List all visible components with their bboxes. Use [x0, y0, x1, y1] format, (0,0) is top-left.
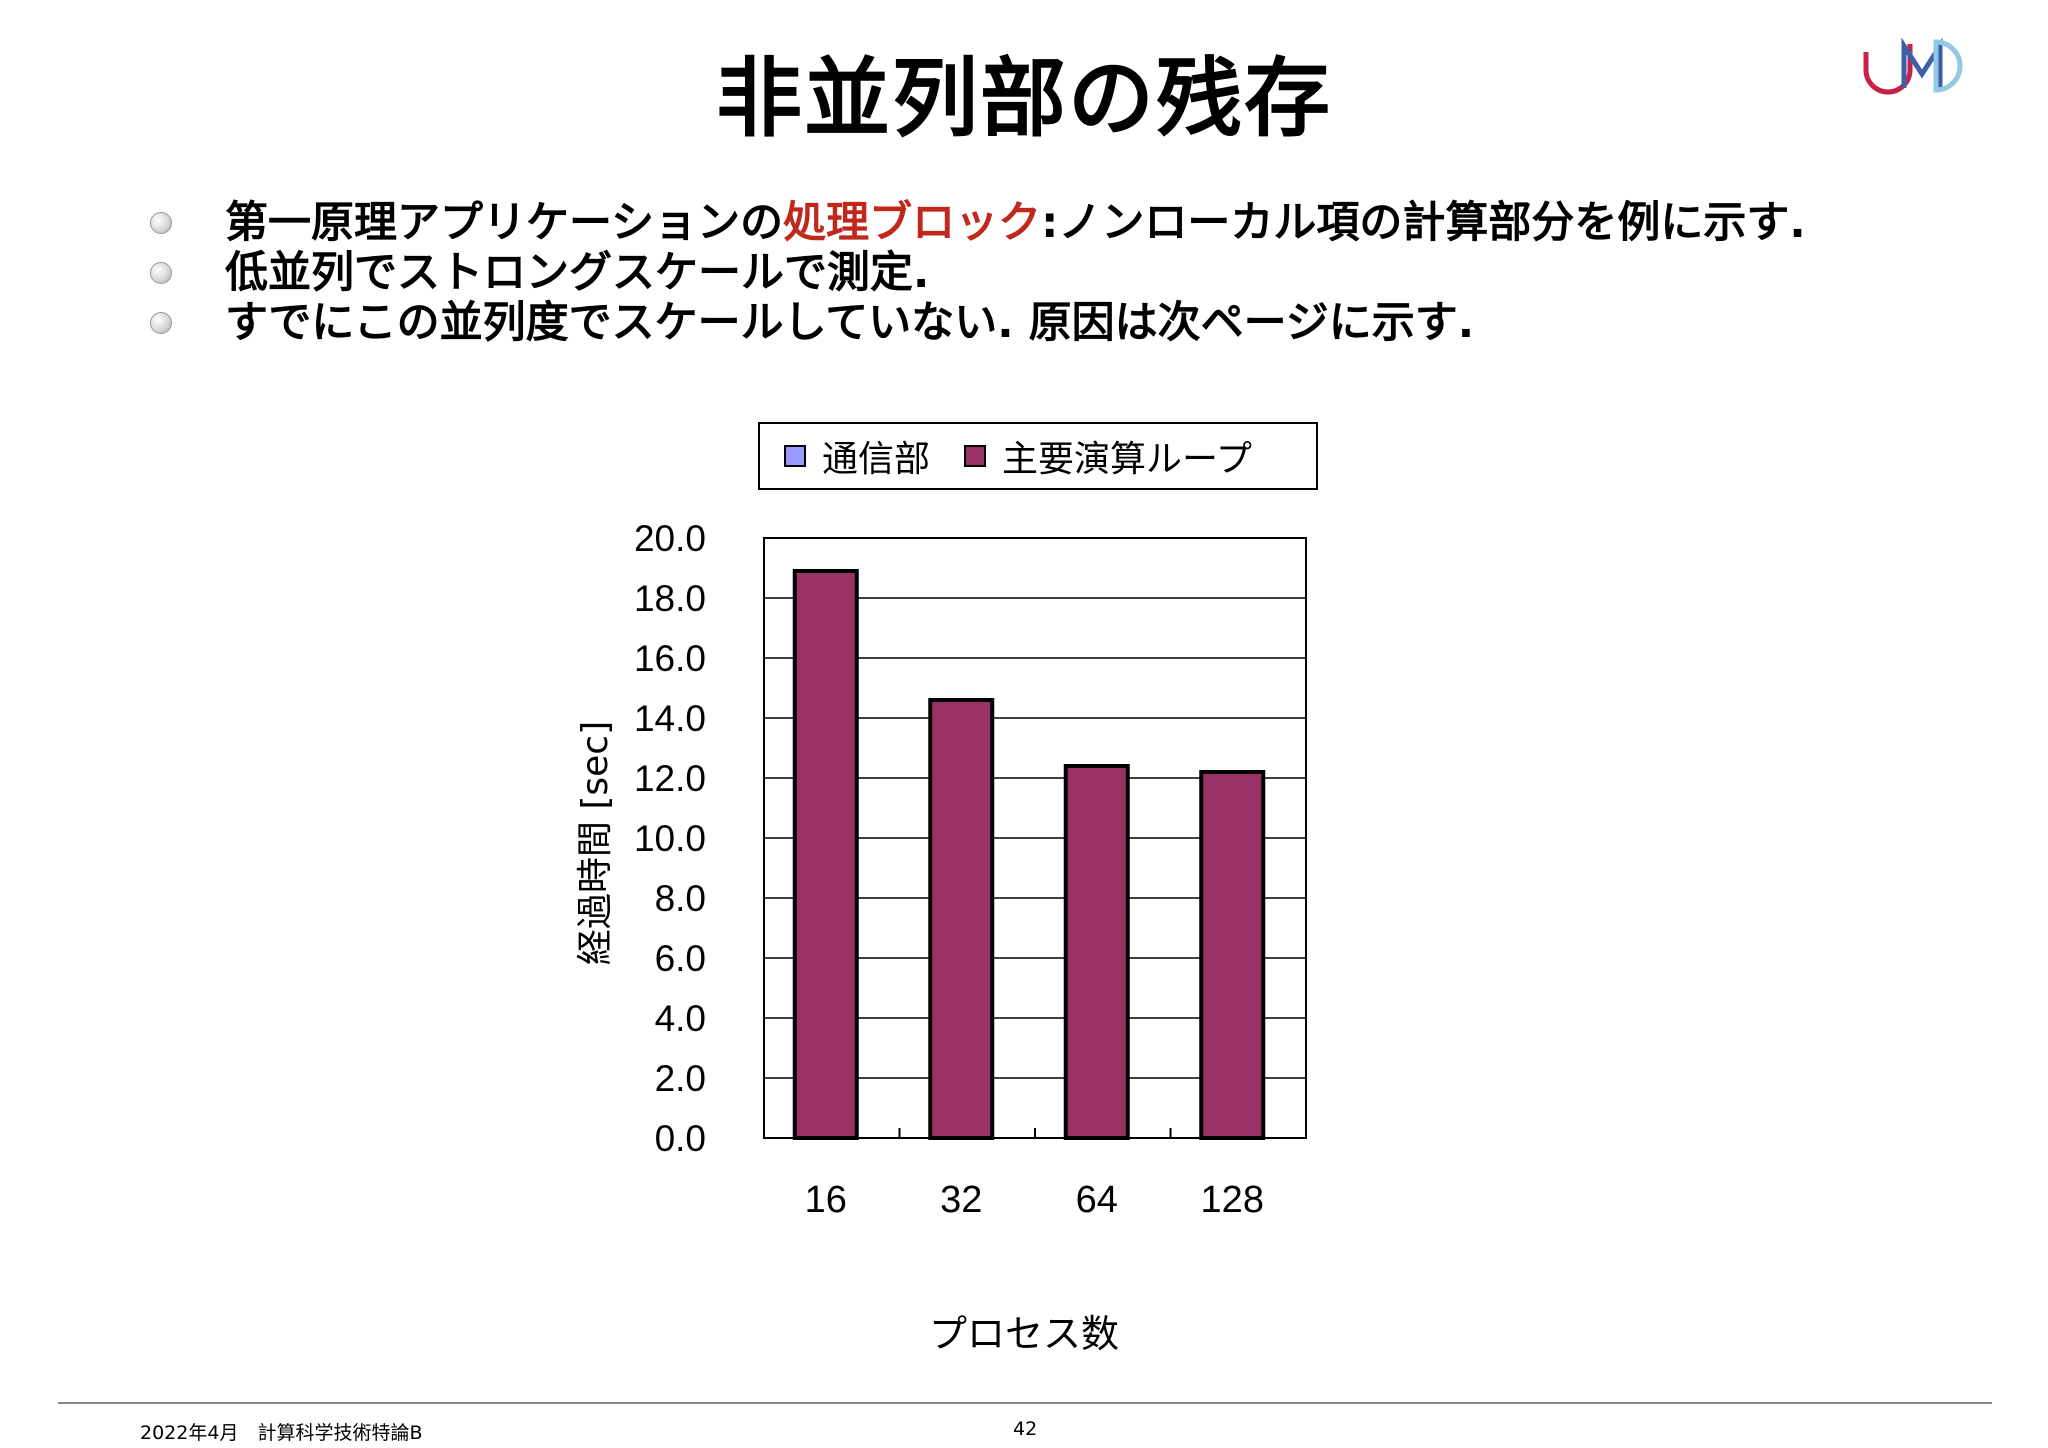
y-tick-label: 10.0	[634, 818, 706, 859]
bullet-text-rest: :ノンローカル項の計算部分を例に示す.	[1041, 198, 1806, 248]
bullet-item: 第一原理アプリケーションの処理ブロック:ノンローカル項の計算部分を例に示す.	[150, 198, 1806, 248]
bullet-list: 第一原理アプリケーションの処理ブロック:ノンローカル項の計算部分を例に示す. 低…	[150, 198, 1806, 348]
bar-main-loop	[792, 569, 859, 1140]
y-tick-label: 6.0	[655, 938, 706, 979]
chart-legend: 通信部 主要演算ループ	[758, 422, 1318, 490]
x-tick-label: 128	[1201, 1179, 1264, 1221]
bullet-highlight: 処理ブロック	[783, 198, 1042, 248]
footer-divider	[58, 1402, 1992, 1404]
bar-main-loop	[928, 698, 995, 1140]
bar-main-loop	[1199, 770, 1266, 1140]
legend-label-main-loop: 主要演算ループ	[1002, 439, 1252, 480]
bullet-dot-icon	[150, 312, 172, 334]
bullet-item: すでにこの並列度でスケールしていない. 原因は次ページに示す.	[150, 298, 1806, 348]
legend-swatch-comm	[784, 445, 806, 467]
legend-item-main-loop: 主要演算ループ	[964, 430, 1252, 482]
y-tick-label: 4.0	[655, 998, 706, 1039]
footer-date-course: 2022年4月 計算科学技術特論B	[140, 1422, 423, 1444]
bullet-text: 低並列でストロングスケールで測定.	[225, 248, 930, 298]
y-tick-label: 14.0	[634, 698, 706, 739]
page-title: 非並列部の残存	[716, 49, 1332, 149]
x-axis-label: プロセス数	[928, 1312, 1119, 1356]
x-tick-label: 64	[1076, 1179, 1118, 1221]
y-tick-label: 8.0	[655, 878, 706, 919]
y-tick-label: 0.0	[655, 1118, 706, 1159]
x-tick-label: 16	[805, 1179, 847, 1221]
legend-swatch-main-loop	[964, 445, 987, 467]
x-tick-label: 32	[940, 1179, 982, 1221]
bullet-dot-icon	[150, 212, 172, 234]
y-axis-label: 経過時間 [sec]	[575, 720, 616, 966]
bullet-text: すでにこの並列度でスケールしていない. 原因は次ページに示す.	[225, 298, 1475, 348]
legend-label-comm: 通信部	[822, 439, 931, 480]
y-tick-label: 18.0	[634, 578, 706, 619]
jmd-logo	[1863, 37, 1963, 95]
bullet-text: 第一原理アプリケーションの	[225, 198, 784, 248]
bar-main-loop	[1063, 764, 1130, 1140]
y-tick-label: 16.0	[634, 638, 706, 679]
bullet-dot-icon	[150, 262, 172, 284]
legend-item-comm: 通信部	[784, 430, 930, 482]
y-tick-label: 20.0	[634, 518, 706, 559]
bullet-item: 低並列でストロングスケールで測定.	[150, 248, 1806, 298]
page-number: 42	[1013, 1418, 1038, 1440]
y-tick-label: 12.0	[634, 758, 706, 799]
y-tick-label: 2.0	[655, 1058, 706, 1099]
